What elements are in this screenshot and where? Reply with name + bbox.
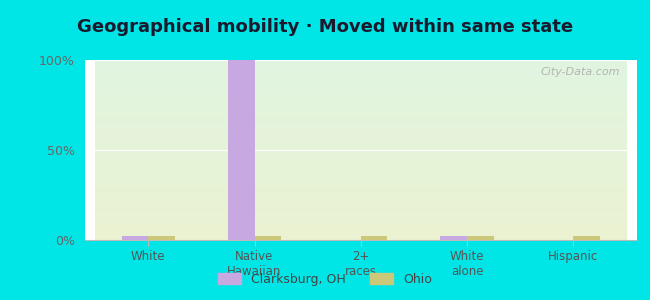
Bar (467, 236, 493, 240)
Text: Geographical mobility · Moved within same state: Geographical mobility · Moved within sam… (77, 18, 573, 36)
Bar (573, 236, 600, 240)
Bar (148, 236, 175, 240)
Bar (361, 236, 387, 240)
Bar (255, 236, 281, 240)
Bar (228, 60, 255, 240)
Bar (122, 236, 148, 240)
Text: City-Data.com: City-Data.com (541, 67, 620, 77)
Bar (441, 236, 467, 240)
Legend: Clarksburg, OH, Ohio: Clarksburg, OH, Ohio (213, 268, 437, 291)
